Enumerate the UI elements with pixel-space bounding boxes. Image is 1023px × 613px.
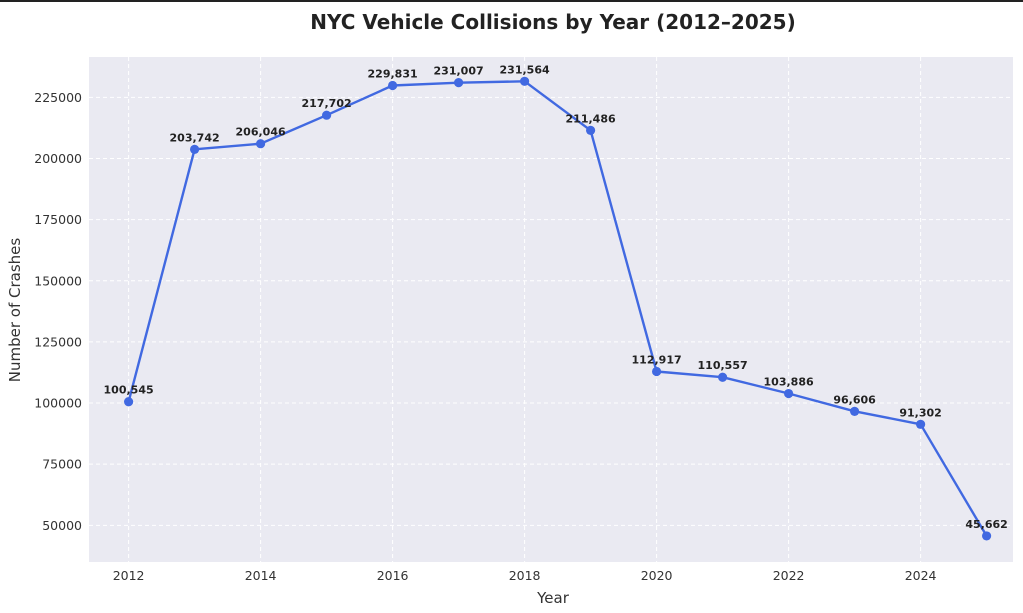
y-tick-label: 50000 bbox=[42, 518, 82, 533]
data-point bbox=[652, 366, 662, 377]
data-point bbox=[256, 139, 266, 149]
data-label: 231,564 bbox=[500, 63, 550, 76]
x-tick-label: 2018 bbox=[509, 568, 541, 583]
data-label: 217,702 bbox=[302, 97, 352, 110]
data-label: 112,917 bbox=[632, 353, 682, 366]
data-label: 45,662 bbox=[965, 518, 1007, 531]
data-point bbox=[718, 372, 728, 382]
x-tick-label: 2012 bbox=[113, 568, 145, 583]
series-line bbox=[127, 80, 988, 537]
x-tick-label: 2020 bbox=[641, 568, 673, 583]
y-tick-label: 150000 bbox=[34, 273, 82, 288]
data-series bbox=[124, 76, 992, 541]
top-border-line bbox=[0, 0, 1023, 2]
data-label: 91,302 bbox=[899, 406, 941, 419]
data-point bbox=[520, 76, 530, 86]
chart-title: NYC Vehicle Collisions by Year (2012–202… bbox=[310, 10, 795, 34]
x-tick-label: 2022 bbox=[773, 568, 805, 583]
data-point bbox=[322, 110, 332, 120]
data-point bbox=[982, 531, 992, 541]
data-label: 110,557 bbox=[698, 359, 748, 372]
data-point bbox=[454, 78, 464, 88]
grid-lines bbox=[89, 57, 1013, 562]
y-tick-label: 75000 bbox=[42, 457, 82, 472]
data-point bbox=[586, 125, 596, 135]
x-tick-label: 2016 bbox=[377, 568, 409, 583]
x-tick-label: 2014 bbox=[245, 568, 277, 583]
x-axis-label: Year bbox=[536, 589, 570, 607]
axis-ticks: 50000 75000 100000 125000 150000 175000 200000… bbox=[34, 90, 936, 583]
data-point bbox=[916, 419, 926, 429]
y-tick-label: 100000 bbox=[34, 396, 82, 411]
data-point bbox=[388, 80, 398, 91]
data-label: 103,886 bbox=[764, 376, 814, 389]
data-label: 96,606 bbox=[833, 393, 876, 406]
data-point bbox=[190, 144, 200, 154]
y-tick-label: 225000 bbox=[34, 90, 82, 105]
y-tick-label: 125000 bbox=[34, 334, 82, 349]
data-label: 211,486 bbox=[566, 112, 616, 125]
y-tick-label: 200000 bbox=[34, 151, 82, 166]
data-labels: 100,545 203,742 206,046 217,702 229,831 231,0… bbox=[104, 63, 1008, 531]
y-axis-label: Number of Crashes bbox=[6, 238, 24, 383]
plot-area bbox=[89, 57, 1013, 562]
data-label: 203,742 bbox=[170, 131, 220, 144]
data-label: 206,046 bbox=[236, 126, 286, 139]
data-point bbox=[784, 388, 794, 399]
data-point bbox=[850, 406, 860, 416]
y-tick-label: 175000 bbox=[34, 212, 82, 227]
data-label: 231,007 bbox=[434, 65, 484, 78]
data-label: 229,831 bbox=[368, 68, 418, 81]
data-point bbox=[124, 397, 134, 407]
data-label: 100,545 bbox=[104, 384, 154, 397]
x-tick-label: 2024 bbox=[905, 568, 937, 583]
